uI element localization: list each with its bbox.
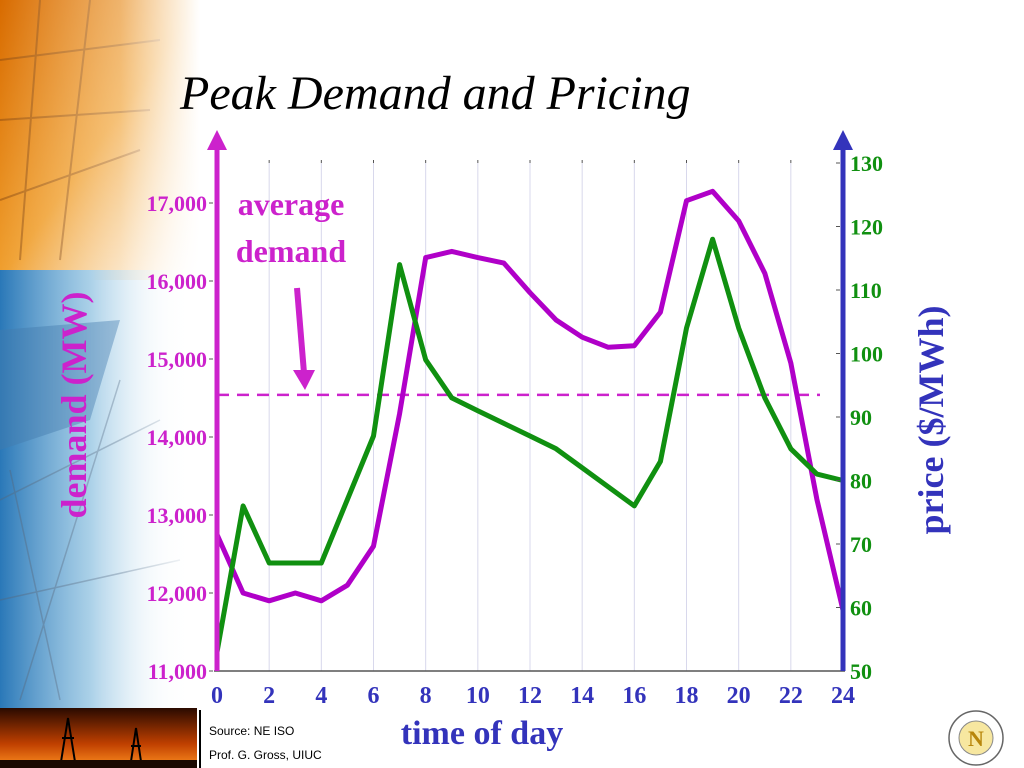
demand-series-line: [214, 188, 846, 613]
right-tick-label: 60: [850, 596, 872, 621]
x-tick-label: 14: [570, 683, 594, 709]
left-axis-title: demand (MW): [54, 292, 94, 519]
right-tick-label: 120: [850, 215, 883, 240]
logo-letter: N: [968, 726, 984, 751]
x-tick-label: 10: [466, 683, 490, 709]
left-tick-label: 16,000: [147, 269, 208, 294]
left-tick-label: 14,000: [147, 425, 208, 450]
right-tick-label: 70: [850, 532, 872, 557]
source-box: Source: NE ISO Prof. G. Gross, UIUC: [199, 710, 353, 768]
left-tick-label: 13,000: [147, 503, 208, 528]
sunset-photo: [0, 708, 197, 768]
x-tick-label: 16: [622, 683, 646, 709]
university-logo: N: [948, 710, 1004, 766]
left-tick-label: 11,000: [148, 659, 207, 684]
x-tick-label: 8: [420, 683, 432, 709]
right-axis-arrow: [833, 130, 853, 150]
x-tick-label: 18: [675, 683, 699, 709]
decorative-side-banner: [0, 0, 200, 710]
right-tick-label: 50: [850, 659, 872, 684]
average-arrow-head: [293, 370, 315, 390]
left-tick-label: 15,000: [147, 347, 208, 372]
right-tick-label: 110: [850, 278, 882, 303]
x-tick-label: 12: [518, 683, 542, 709]
x-axis-title: time of day: [401, 715, 563, 752]
x-tick-label: 6: [368, 683, 380, 709]
average-label-line1: average: [238, 186, 345, 222]
series-layer: [214, 188, 846, 655]
source-text: Source: NE ISO: [209, 724, 295, 738]
right-tick-label: 130: [850, 151, 883, 176]
average-arrow-shaft: [294, 287, 307, 374]
x-tick-label: 0: [211, 683, 223, 709]
left-axis-arrow: [207, 130, 227, 150]
x-tick-label: 20: [727, 683, 751, 709]
x-tick-label: 4: [315, 683, 327, 709]
average-label-line2: demand: [236, 233, 346, 269]
right-tick-label: 100: [850, 342, 883, 367]
page-title: Peak Demand and Pricing: [180, 67, 691, 120]
x-tick-label: 24: [831, 683, 855, 709]
grid: [268, 160, 792, 671]
x-tick-label: 2: [263, 683, 275, 709]
x-tick-label: 22: [779, 683, 803, 709]
axes: [207, 130, 853, 672]
left-tick-label: 17,000: [147, 191, 208, 216]
right-tick-label: 90: [850, 405, 872, 430]
author-text: Prof. G. Gross, UIUC: [209, 748, 322, 762]
labels: 11,000 12,000 13,000 14,000 15,000 16,000 17,0…: [54, 151, 951, 752]
left-tick-label: 12,000: [147, 581, 208, 606]
right-axis-title: price ($/MWh): [911, 306, 951, 535]
price-series-line: [214, 236, 846, 655]
right-tick-label: 80: [850, 469, 872, 494]
